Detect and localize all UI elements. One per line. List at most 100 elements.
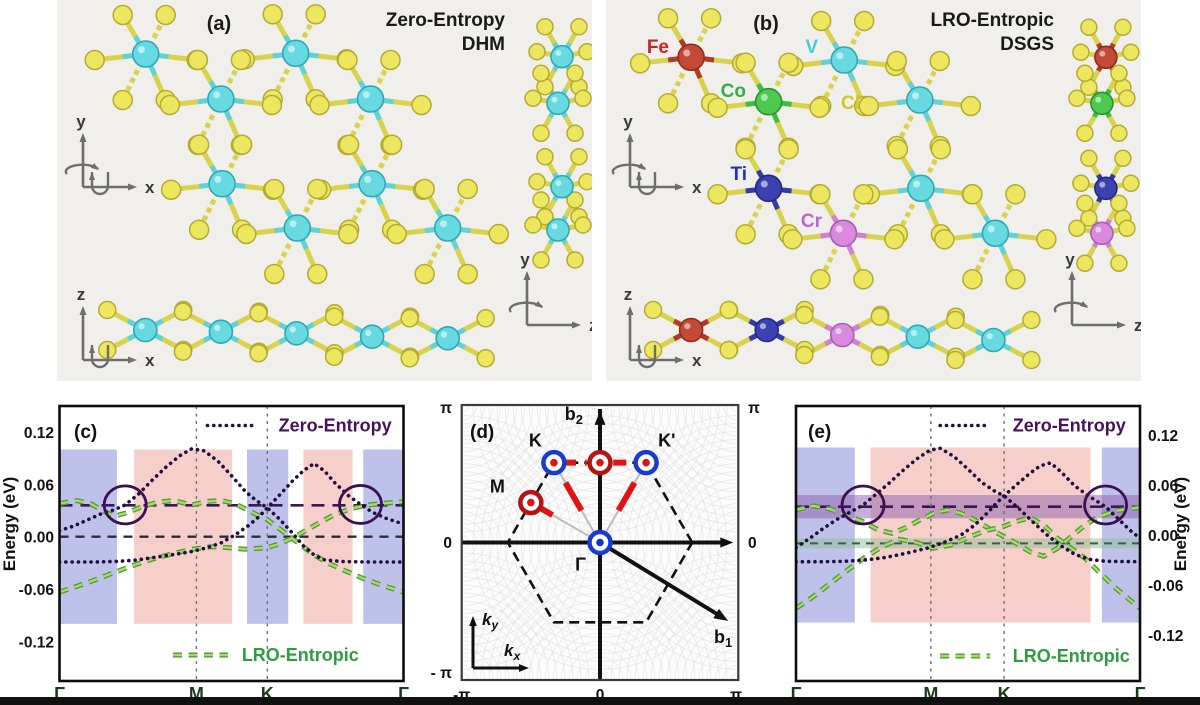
cl-atom bbox=[719, 340, 738, 360]
cl-atom bbox=[381, 134, 403, 155]
axis-gizmo: zx bbox=[624, 285, 702, 370]
lro-entropic-band-curve-inner bbox=[59, 499, 404, 594]
y-tick-label: 0.12 bbox=[1148, 428, 1178, 445]
cl-atom bbox=[1118, 219, 1136, 238]
x-tick-label-0: Γ bbox=[54, 684, 65, 704]
atom-highlight bbox=[836, 52, 844, 60]
shaded-band-pink bbox=[134, 449, 233, 624]
cl-atom bbox=[476, 309, 495, 328]
atom-highlight bbox=[1095, 226, 1102, 233]
cl-atom bbox=[884, 229, 905, 250]
cl-atom bbox=[946, 350, 965, 370]
atom-highlight bbox=[362, 91, 370, 99]
cl-atom bbox=[566, 64, 584, 83]
arrowhead bbox=[675, 356, 684, 364]
atom-highlight bbox=[986, 333, 993, 340]
cl-atom bbox=[532, 251, 550, 269]
y-tick-label: -0.12 bbox=[19, 634, 54, 651]
axis-label-z: z bbox=[77, 285, 86, 304]
cl-atom bbox=[810, 269, 831, 290]
band-crossing-highlight-circle bbox=[338, 484, 383, 525]
cl-atom bbox=[719, 300, 738, 320]
fe-atom bbox=[677, 43, 705, 72]
zero-entropy-band-curve bbox=[796, 460, 1140, 564]
cl-atom bbox=[160, 179, 182, 200]
atom-highlight bbox=[289, 326, 296, 333]
panel-title-line2: DHM bbox=[462, 34, 505, 55]
cl-atom bbox=[870, 347, 890, 366]
bz-tick-left: 0 bbox=[443, 535, 452, 552]
zero-entropy-band-curve bbox=[59, 446, 404, 564]
v-atom bbox=[905, 324, 931, 350]
cl-atom bbox=[707, 184, 728, 205]
panel-title-line1: LRO-Entropic bbox=[931, 10, 1055, 31]
arrowhead bbox=[594, 410, 606, 425]
arrowhead bbox=[89, 345, 95, 353]
x-tick-label-3: Γ bbox=[398, 684, 409, 704]
axis-label-z: z bbox=[589, 316, 592, 335]
cl-atom bbox=[870, 307, 890, 326]
atom-highlight bbox=[555, 180, 562, 187]
cl-atom bbox=[934, 229, 955, 250]
axis-gizmo: yz bbox=[1053, 250, 1141, 335]
arrowhead bbox=[713, 608, 729, 621]
cl-atom bbox=[1110, 194, 1128, 213]
v-atom bbox=[208, 169, 236, 198]
legend-zero-entropy: Zero-Entropy bbox=[279, 416, 392, 436]
cl-atom bbox=[414, 263, 435, 285]
panel-letter: (c) bbox=[74, 422, 97, 443]
cl-atom bbox=[536, 17, 554, 36]
arrowhead bbox=[1068, 271, 1076, 280]
cl-atom bbox=[307, 178, 328, 200]
atom-highlight bbox=[1099, 50, 1106, 57]
axis-gizmo: zx bbox=[77, 285, 155, 370]
arrowhead bbox=[90, 162, 99, 170]
plot-frame bbox=[58, 404, 405, 683]
arrowhead bbox=[720, 537, 734, 548]
figure-bottom-rule bbox=[0, 697, 1200, 705]
cl-atom bbox=[1080, 18, 1098, 37]
v-atom bbox=[546, 91, 570, 116]
point-label-K: K bbox=[529, 431, 542, 451]
cl-atom bbox=[159, 94, 181, 116]
cl-atom bbox=[528, 172, 546, 191]
cl-atom bbox=[1122, 174, 1140, 193]
flip-arrow-icon bbox=[90, 172, 110, 196]
lro-entropic-band-curve-inner bbox=[59, 500, 404, 594]
element-label-fe: Fe bbox=[647, 37, 669, 58]
v-atom bbox=[356, 85, 385, 113]
cl-atom bbox=[188, 134, 210, 155]
cl-atom bbox=[231, 134, 253, 155]
fe-atom bbox=[678, 317, 704, 343]
v-atom bbox=[358, 169, 386, 198]
v-atom bbox=[284, 320, 309, 346]
panel-letter: (e) bbox=[808, 422, 831, 443]
y-tick-label: 0.12 bbox=[24, 425, 54, 442]
cl-atom bbox=[700, 8, 722, 29]
cl-atom bbox=[236, 223, 257, 245]
axis-label-y: y bbox=[1065, 250, 1075, 269]
cl-atom bbox=[578, 172, 592, 191]
kx-axis-label: kx bbox=[504, 641, 521, 663]
axis-label-x: x bbox=[692, 351, 702, 370]
cl-atom bbox=[574, 216, 592, 234]
cl-atom bbox=[735, 224, 756, 245]
cl-atom bbox=[778, 139, 799, 160]
element-label-cr: Cr bbox=[801, 211, 823, 232]
cl-atom bbox=[112, 89, 133, 111]
bz-tick-right: 0 bbox=[748, 535, 757, 552]
v-atom bbox=[433, 214, 462, 242]
cl-atom bbox=[795, 305, 814, 325]
cl-atom bbox=[946, 310, 965, 330]
v-atom bbox=[283, 214, 312, 242]
high-symmetry-point-dot bbox=[596, 538, 604, 547]
axis-label-z: z bbox=[1134, 316, 1141, 335]
cl-atom bbox=[414, 178, 435, 200]
arrowhead bbox=[1117, 321, 1126, 329]
cl-atom bbox=[887, 139, 909, 160]
arrowhead bbox=[523, 271, 531, 280]
cl-atom bbox=[457, 178, 478, 200]
